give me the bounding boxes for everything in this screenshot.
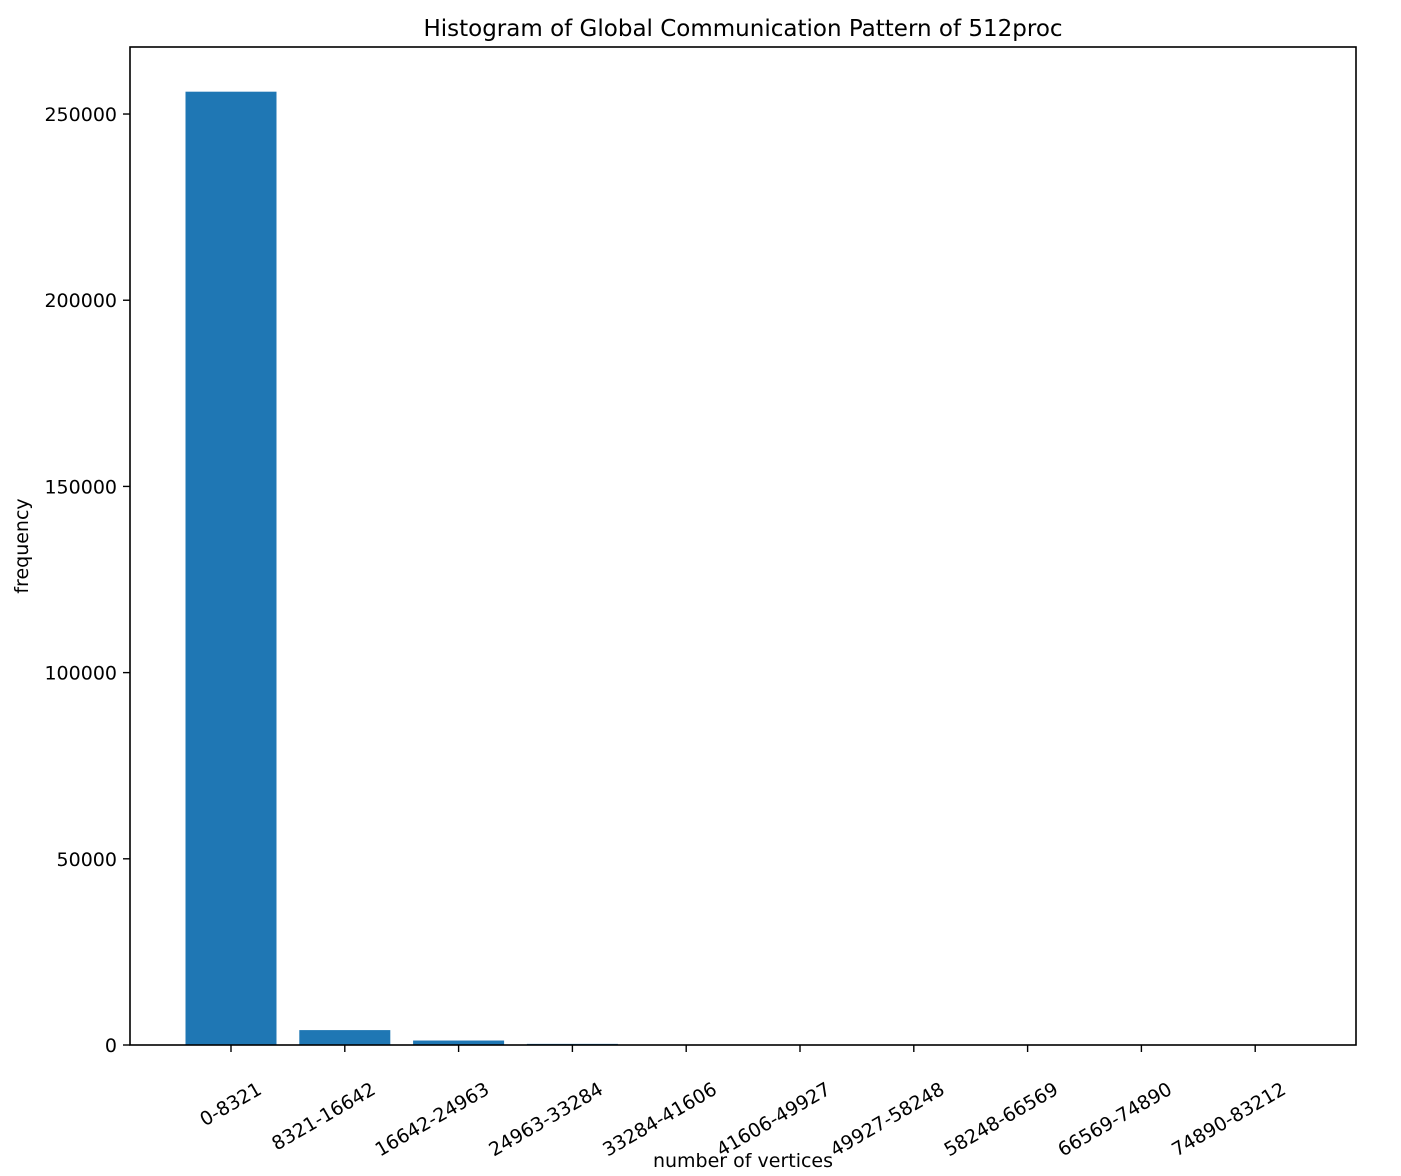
y-tick-label: 50000 bbox=[57, 849, 117, 871]
x-axis: 0-8321 8321-1664216642-2496324963-3328433… bbox=[196, 1045, 1290, 1161]
x-tick-label: 58248-66569 bbox=[940, 1078, 1062, 1161]
x-tick-label: 16642-24963 bbox=[371, 1078, 493, 1161]
y-tick-label: 150000 bbox=[44, 476, 117, 498]
x-tick-label: 74890-83212 bbox=[1168, 1078, 1290, 1161]
y-tick-label: 200000 bbox=[44, 290, 117, 312]
x-tick-label: 8321-16642 bbox=[268, 1078, 379, 1155]
chart-title: Histogram of Global Communication Patter… bbox=[423, 16, 1062, 42]
bar-0-8321 bbox=[185, 91, 277, 1045]
x-tick-label: 41606-49927 bbox=[713, 1078, 835, 1161]
bar-16642-24963 bbox=[413, 1040, 505, 1045]
plot-frame bbox=[129, 46, 1357, 1046]
y-tick-label: 0 bbox=[105, 1035, 117, 1057]
x-tick-label: 24963-33284 bbox=[485, 1078, 607, 1161]
y-tick-label: 100000 bbox=[44, 663, 117, 685]
x-tick-label: 33284-41606 bbox=[599, 1078, 721, 1161]
y-tick-label: 250000 bbox=[44, 104, 117, 126]
bar-8321-16642 bbox=[299, 1030, 391, 1045]
x-tick-label: 66569-74890 bbox=[1054, 1078, 1176, 1161]
x-axis-label: number of vertices bbox=[653, 1150, 833, 1172]
x-tick-label: 0-8321 bbox=[196, 1078, 265, 1131]
bars-layer bbox=[185, 91, 1301, 1045]
y-axis: 0 50000 100000 150000 200000 250000 bbox=[44, 104, 130, 1057]
x-tick-label: 49927-58248 bbox=[827, 1078, 949, 1161]
y-axis-label: frequency bbox=[11, 498, 33, 593]
